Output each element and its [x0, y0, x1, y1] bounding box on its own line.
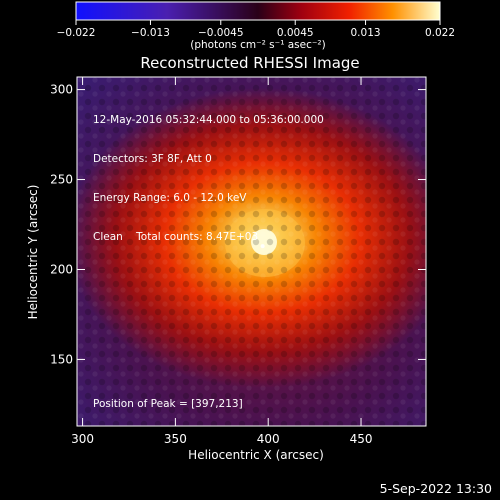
x-tick-label: 450	[350, 432, 373, 446]
chart-title: Reconstructed RHESSI Image	[140, 54, 359, 72]
y-tick-label: 250	[50, 173, 73, 187]
colorbar-tick-label: −0.013	[131, 27, 170, 39]
plot-frame	[76, 76, 427, 427]
colorbar-unit-label: (photons cm⁻² s⁻¹ asec⁻²)	[190, 39, 325, 51]
y-tick-label: 200	[50, 262, 73, 276]
y-axis-label: Heliocentric Y (arcsec)	[26, 185, 40, 320]
heatmap-image	[77, 77, 426, 426]
y-tick-label: 150	[50, 352, 73, 366]
colorbar-tick-label: 0.013	[351, 27, 381, 39]
colorbar: −0.022 −0.013 −0.0045 0.0045 0.013 0.022 (pho…	[57, 1, 455, 51]
energy-range-text: Energy Range: 6.0 - 12.0 keV	[93, 192, 247, 204]
peak-point	[260, 244, 265, 249]
x-tick-label: 400	[257, 432, 280, 446]
x-tick-label: 350	[164, 432, 187, 446]
colorbar-tick-label: 0.0045	[277, 27, 314, 39]
footer-timestamp: 5-Sep-2022 13:30	[379, 481, 492, 496]
detectors-text: Detectors: 3F 8F, Att 0	[93, 153, 212, 165]
x-tick-label: 300	[71, 432, 94, 446]
colorbar-tick-label: 0.022	[425, 27, 455, 39]
clean-counts-text: Clean Total counts: 8.47E+03	[93, 231, 259, 243]
y-tick-label: 300	[50, 83, 73, 97]
peak-position-text: Position of Peak = [397,213]	[93, 398, 243, 410]
colorbar-tick-label: −0.022	[57, 27, 96, 39]
colorbar-tick-label: −0.0045	[198, 27, 244, 39]
colorbar-gradient	[75, 1, 441, 21]
time-range-text: 12-May-2016 05:32:44.000 to 05:36:00.000	[93, 114, 324, 126]
x-axis-label: Heliocentric X (arcsec)	[188, 448, 324, 462]
